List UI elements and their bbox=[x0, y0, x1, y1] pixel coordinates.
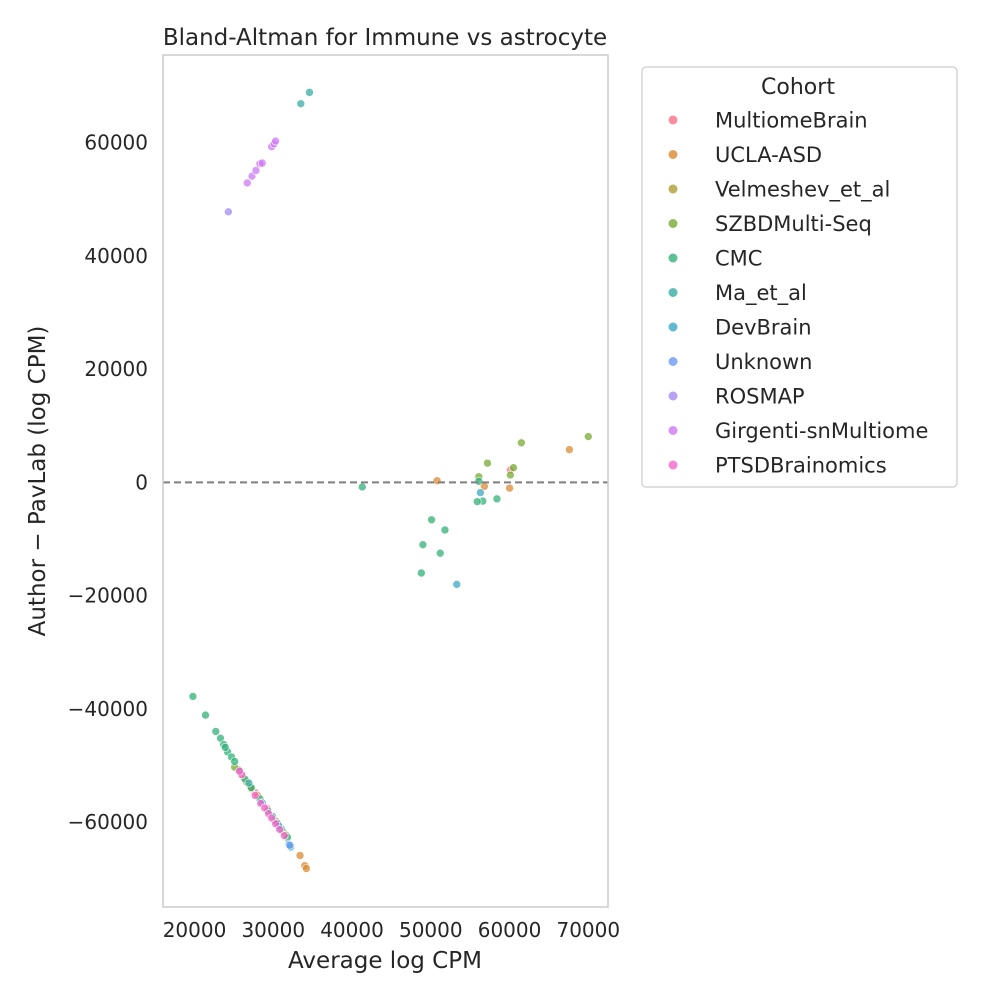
data-point bbox=[279, 831, 289, 840]
data-point bbox=[517, 438, 526, 448]
x-tick-label: 70000 bbox=[556, 918, 620, 942]
data-point bbox=[235, 766, 244, 776]
data-point bbox=[224, 207, 233, 217]
data-point bbox=[257, 158, 267, 168]
data-point bbox=[250, 791, 260, 800]
data-point bbox=[432, 476, 442, 486]
legend: Cohort MultiomeBrain UCLA-ASD Velmeshev_et… bbox=[641, 66, 958, 488]
data-point bbox=[440, 525, 450, 535]
legend-label: CMC bbox=[715, 247, 762, 271]
data-point bbox=[305, 88, 314, 97]
data-point bbox=[251, 166, 261, 175]
data-point bbox=[357, 482, 367, 492]
chart-title: Bland-Altman for Immune vs astrocyte bbox=[163, 25, 607, 51]
y-axis-title: Author − PavLab (log CPM) bbox=[25, 326, 51, 637]
data-point bbox=[435, 548, 445, 558]
legend-label: ROSMAP bbox=[715, 385, 805, 409]
data-point bbox=[506, 470, 515, 480]
data-point bbox=[476, 488, 485, 497]
x-tick-label: 20000 bbox=[163, 918, 227, 942]
legend-label: UCLA-ASD bbox=[715, 143, 822, 167]
data-point bbox=[483, 458, 492, 468]
y-axis-ticks: −60000 −40000 −20000 0 20000 40000 60000 bbox=[68, 131, 148, 834]
legend-label: Ma_et_al bbox=[715, 281, 807, 306]
legend-marker bbox=[668, 357, 678, 366]
y-tick-label: −60000 bbox=[68, 810, 148, 834]
legend-label: Velmeshev_et_al bbox=[715, 178, 890, 203]
legend-label: DevBrain bbox=[715, 316, 812, 340]
y-tick-label: −40000 bbox=[68, 697, 148, 721]
data-point bbox=[474, 476, 484, 486]
x-tick-label: 50000 bbox=[399, 918, 463, 942]
legend-marker bbox=[668, 288, 678, 297]
x-axis-ticks: 20000 30000 40000 50000 60000 70000 bbox=[163, 918, 620, 942]
data-point bbox=[285, 840, 295, 850]
legend-label: MultiomeBrain bbox=[715, 109, 868, 133]
y-tick-label: 20000 bbox=[84, 357, 148, 381]
data-point bbox=[244, 778, 254, 788]
legend-frame bbox=[641, 66, 958, 488]
legend-marker bbox=[668, 219, 678, 228]
data-point bbox=[296, 99, 306, 108]
legend-title: Cohort bbox=[761, 75, 835, 100]
legend-label: PTSDBrainomics bbox=[715, 454, 887, 478]
data-point bbox=[452, 580, 462, 589]
legend-marker bbox=[668, 460, 678, 470]
data-point bbox=[271, 136, 280, 146]
y-tick-label: −20000 bbox=[68, 584, 148, 608]
legend-marker bbox=[668, 115, 678, 125]
data-point bbox=[302, 864, 311, 873]
data-point bbox=[242, 178, 252, 188]
y-tick-label: 60000 bbox=[84, 131, 148, 155]
legend-marker bbox=[668, 322, 678, 332]
data-point bbox=[492, 494, 502, 504]
data-point bbox=[188, 692, 198, 701]
scatter-points bbox=[188, 88, 593, 873]
data-point bbox=[295, 851, 305, 860]
x-tick-label: 30000 bbox=[241, 918, 305, 942]
legend-marker bbox=[668, 391, 678, 401]
y-tick-label: 0 bbox=[135, 470, 148, 494]
data-point bbox=[472, 497, 482, 506]
legend-marker bbox=[668, 426, 678, 435]
data-point bbox=[565, 445, 574, 454]
data-point bbox=[201, 710, 210, 720]
legend-label: Unknown bbox=[715, 350, 812, 374]
data-point bbox=[230, 757, 239, 766]
data-point bbox=[220, 743, 230, 752]
legend-marker bbox=[668, 150, 678, 159]
data-point bbox=[427, 515, 436, 525]
legend-label: Girgenti-snMultiome bbox=[715, 419, 928, 443]
x-axis-title: Average log CPM bbox=[288, 948, 482, 974]
plot-frame bbox=[162, 54, 609, 908]
data-point bbox=[417, 568, 426, 578]
y-tick-label: 40000 bbox=[84, 244, 148, 268]
legend-marker bbox=[668, 253, 678, 263]
data-point bbox=[505, 483, 514, 493]
data-point bbox=[509, 463, 518, 472]
x-tick-label: 40000 bbox=[320, 918, 384, 942]
legend-label: SZBDMulti-Seq bbox=[715, 212, 872, 236]
legend-marker bbox=[668, 184, 678, 194]
data-point bbox=[418, 540, 428, 549]
data-point bbox=[275, 825, 284, 834]
data-point bbox=[211, 727, 221, 736]
data-point bbox=[584, 432, 593, 441]
x-tick-label: 60000 bbox=[478, 918, 542, 942]
